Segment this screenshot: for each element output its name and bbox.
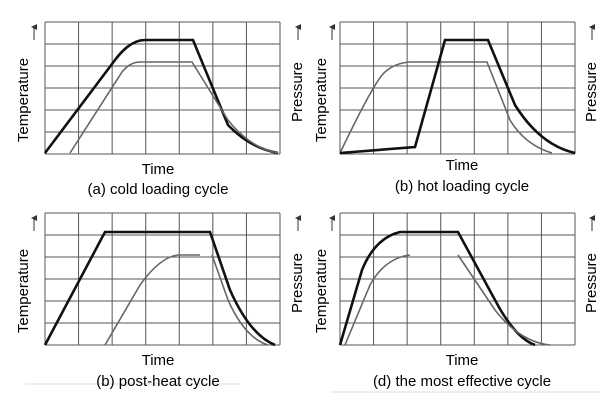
caption: (b) hot loading cycle	[395, 178, 529, 195]
temperature-curve	[344, 254, 411, 346]
temperature-curve	[211, 254, 269, 346]
y-axis-label: Temperature	[15, 58, 32, 142]
y2-axis-label: Pressure	[583, 62, 600, 122]
x-axis-label: Time	[142, 161, 175, 178]
y2-axis-label: Pressure	[289, 253, 306, 313]
pressure-curve	[339, 38, 576, 155]
caption: (a) cold loading cycle	[88, 181, 229, 198]
labels: Temperature Pressure Time (a) cold loading …	[15, 58, 600, 390]
x-axis-label: Time	[142, 352, 175, 369]
temperature-curve	[339, 61, 553, 154]
temperature-curve	[457, 254, 551, 346]
caption: (d) the most effective cycle	[373, 373, 551, 390]
x-axis-label: Time	[446, 352, 479, 369]
y-axis-label: Temperature	[15, 249, 32, 333]
y-axis-label: Temperature	[313, 249, 330, 333]
caption: (b) post-heat cycle	[96, 373, 219, 390]
y2-axis-label: Pressure	[289, 62, 306, 122]
y-axis-label: Temperature	[313, 58, 330, 142]
y2-axis-label: Pressure	[583, 253, 600, 313]
pressure-curve	[43, 230, 276, 347]
pressure-curve	[338, 230, 536, 347]
grids	[31, 21, 595, 346]
x-axis-label: Time	[446, 157, 479, 174]
temperature-curve	[104, 254, 200, 346]
temperature-curve	[69, 61, 279, 154]
